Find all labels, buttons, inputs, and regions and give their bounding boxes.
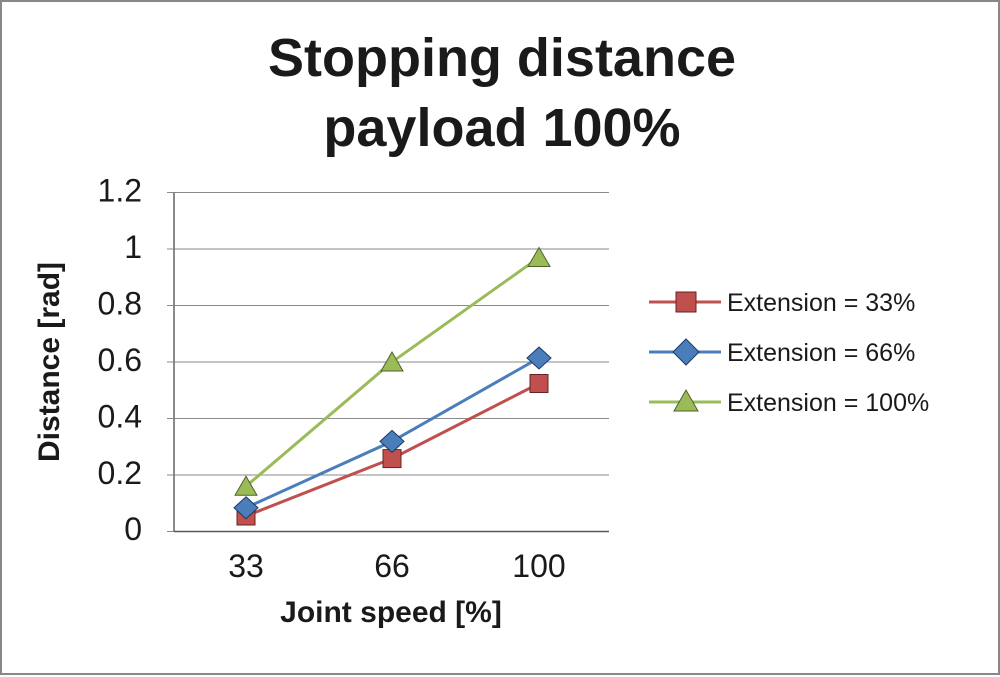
svg-text:0.6: 0.6 — [98, 342, 142, 378]
svg-text:0.4: 0.4 — [98, 399, 142, 435]
svg-text:Extension = 66%: Extension = 66% — [727, 339, 915, 367]
svg-text:Distance [rad]: Distance [rad] — [33, 262, 66, 462]
svg-text:0.2: 0.2 — [98, 455, 142, 491]
svg-text:0: 0 — [124, 511, 142, 547]
svg-text:66: 66 — [374, 548, 410, 584]
svg-text:Joint speed [%]: Joint speed [%] — [280, 596, 502, 629]
svg-text:1: 1 — [124, 229, 142, 265]
svg-text:1.2: 1.2 — [98, 173, 142, 209]
svg-text:Extension = 100%: Extension = 100% — [727, 389, 929, 417]
svg-text:33: 33 — [228, 548, 264, 584]
svg-text:100: 100 — [512, 548, 565, 584]
svg-text:0.8: 0.8 — [98, 286, 142, 322]
svg-text:Extension = 33%: Extension = 33% — [727, 289, 915, 317]
